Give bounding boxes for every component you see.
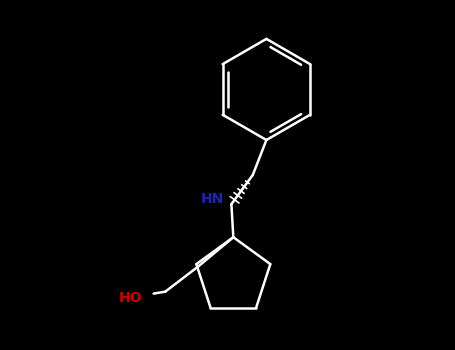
Text: HN: HN: [200, 193, 223, 206]
Text: HO: HO: [118, 290, 142, 304]
